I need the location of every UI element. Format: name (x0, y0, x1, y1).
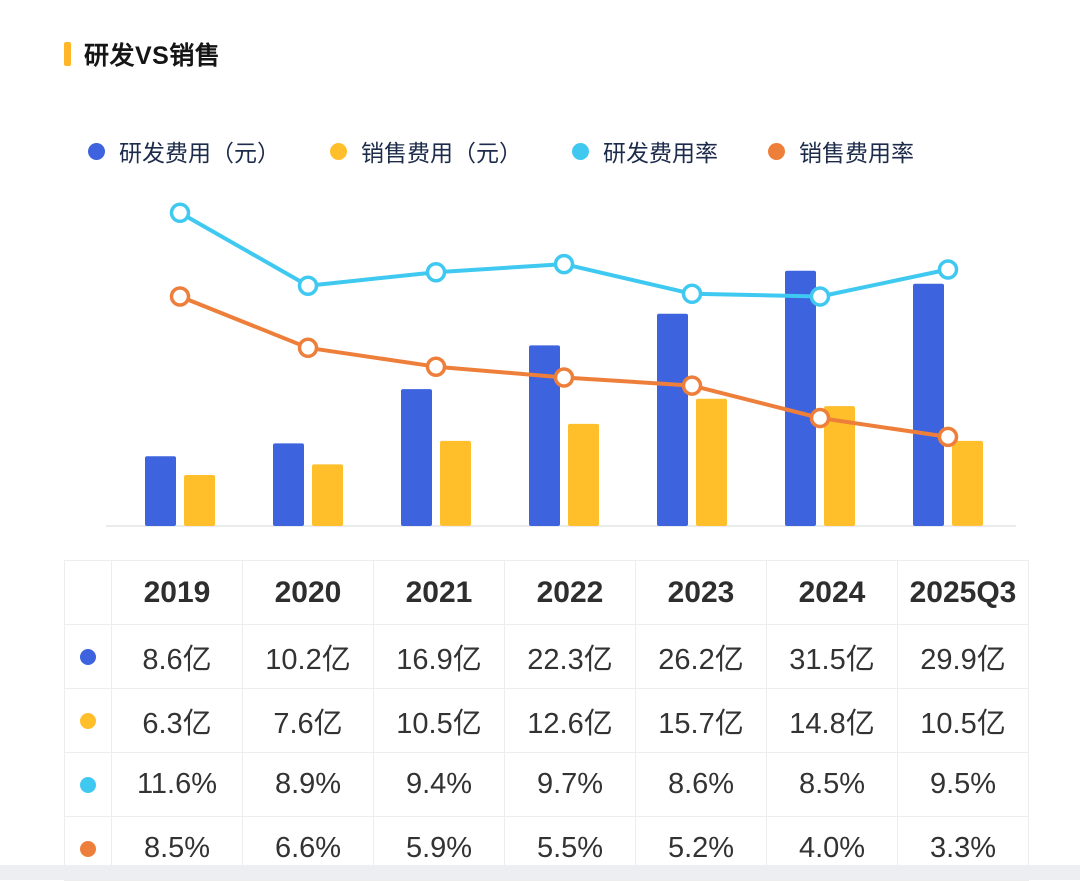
rd-ratio-marker-2021 (425, 261, 447, 283)
table-cell: 9.4% (373, 752, 505, 817)
page-bottom-edge (0, 865, 1080, 880)
sales-ratio-legend-dot-icon (768, 142, 785, 160)
table-cell: 8.6% (635, 752, 767, 817)
col-header-2025q3: 2025Q3 (897, 560, 1029, 625)
table-row-rd-ratio: 11.6% 8.9% 9.4% 9.7% 8.6% 8.5% 9.5% (64, 752, 1029, 817)
table-cell: 8.9% (242, 752, 374, 817)
sales-expense-bar-2025Q3 (952, 440, 983, 526)
sales-expense-bar-2022 (568, 423, 599, 526)
rd-ratio-marker-2023 (681, 283, 703, 305)
legend-item-sales-expense[interactable]: 销售费用（元） (330, 134, 522, 168)
legend-item-rd-ratio[interactable]: 研发费用率 (572, 134, 718, 168)
table-cell: 16.9亿 (373, 624, 505, 689)
rd-expense-legend-dot-icon (88, 142, 105, 160)
table-cell: 26.2亿 (635, 624, 767, 689)
legend-item-rd-expense[interactable]: 研发费用（元） (88, 134, 280, 168)
col-header-2024: 2024 (766, 560, 898, 625)
sales-expense-bar-2021 (440, 440, 471, 526)
sales-expense-bar-2019 (184, 475, 215, 526)
rd-expense-bar-2021 (401, 389, 432, 526)
sales-ratio-marker-2020 (297, 337, 319, 359)
table-cell: 12.6亿 (504, 688, 636, 753)
rd-expense-bar-2023 (657, 313, 688, 526)
legend-label: 研发费用（元） (119, 140, 280, 166)
sales-ratio-marker-2022 (553, 367, 575, 388)
rd-expense-bar-2020 (273, 443, 304, 526)
table-cell: 6.3亿 (111, 688, 243, 753)
data-table: 2019 2020 2021 2022 2023 2024 2025Q3 8.6… (64, 560, 1029, 881)
sales-ratio-dot-icon (80, 841, 96, 858)
rd-expense-bar-2025Q3 (913, 283, 944, 526)
table-cell: 11.6% (111, 752, 243, 817)
combo-chart (106, 202, 1016, 527)
sales-expense-dot-icon (80, 713, 96, 730)
table-cell: 9.7% (504, 752, 636, 817)
table-cell: 10.2亿 (242, 624, 374, 689)
rd-ratio-marker-2024 (809, 286, 831, 307)
rd-expense-bar-2019 (145, 456, 176, 526)
rd-ratio-legend-dot-icon (572, 142, 589, 160)
col-header-2021: 2021 (373, 560, 505, 625)
sales-expense-bar-2023 (696, 398, 727, 526)
sales-expense-bar-2020 (312, 464, 343, 526)
sales-expense-legend-dot-icon (330, 142, 347, 160)
col-header-2019: 2019 (111, 560, 243, 625)
table-cell: 9.5% (897, 752, 1029, 817)
table-cell: 15.7亿 (635, 688, 767, 753)
table-cell: 31.5亿 (766, 624, 898, 689)
table-row-sales-expense: 6.3亿 7.6亿 10.5亿 12.6亿 15.7亿 14.8亿 10.5亿 (64, 688, 1029, 753)
legend-item-sales-ratio[interactable]: 销售费用率 (768, 134, 914, 168)
table-cell: 8.6亿 (111, 624, 243, 689)
rd-ratio-marker-2025Q3 (937, 259, 959, 280)
table-corner-cell (64, 560, 112, 625)
table-cell: 8.5% (766, 752, 898, 817)
title-accent-bar (64, 42, 71, 66)
table-cell: 14.8亿 (766, 688, 898, 753)
table-cell: 10.5亿 (897, 688, 1029, 753)
sales-ratio-marker-2023 (681, 375, 703, 396)
table-row-rd-expense: 8.6亿 10.2亿 16.9亿 22.3亿 26.2亿 31.5亿 29.9亿 (64, 624, 1029, 689)
rd-ratio-marker-2022 (553, 253, 575, 275)
sales-ratio-marker-2024 (809, 407, 831, 429)
legend-label: 销售费用（元） (361, 140, 522, 166)
legend-label: 销售费用率 (799, 140, 914, 166)
col-header-2020: 2020 (242, 560, 374, 625)
rd-ratio-marker-2019 (169, 202, 191, 224)
chart-legend: 研发费用（元） 销售费用（元） 研发费用率 销售费用率 (88, 134, 1080, 168)
rd-expense-bar-2022 (529, 345, 560, 526)
table-cell: 7.6亿 (242, 688, 374, 753)
sales-ratio-marker-2025Q3 (937, 426, 959, 448)
rd-expense-dot-icon (80, 649, 96, 666)
legend-label: 研发费用率 (603, 140, 718, 166)
col-header-2022: 2022 (504, 560, 636, 625)
rd-ratio-dot-icon (80, 777, 96, 794)
table-cell: 22.3亿 (504, 624, 636, 689)
table-cell: 10.5亿 (373, 688, 505, 753)
rd-expense-bar-2024 (785, 270, 816, 526)
col-header-2023: 2023 (635, 560, 767, 625)
table-cell: 29.9亿 (897, 624, 1029, 689)
sales-ratio-marker-2021 (425, 356, 447, 377)
page-header: 研发VS销售 (0, 0, 1080, 72)
rd-ratio-marker-2020 (297, 275, 319, 296)
sales-expense-bar-2024 (824, 406, 855, 526)
page-title: 研发VS销售 (84, 42, 221, 70)
table-header-row: 2019 2020 2021 2022 2023 2024 2025Q3 (64, 560, 1029, 625)
sales-ratio-marker-2019 (169, 286, 191, 307)
